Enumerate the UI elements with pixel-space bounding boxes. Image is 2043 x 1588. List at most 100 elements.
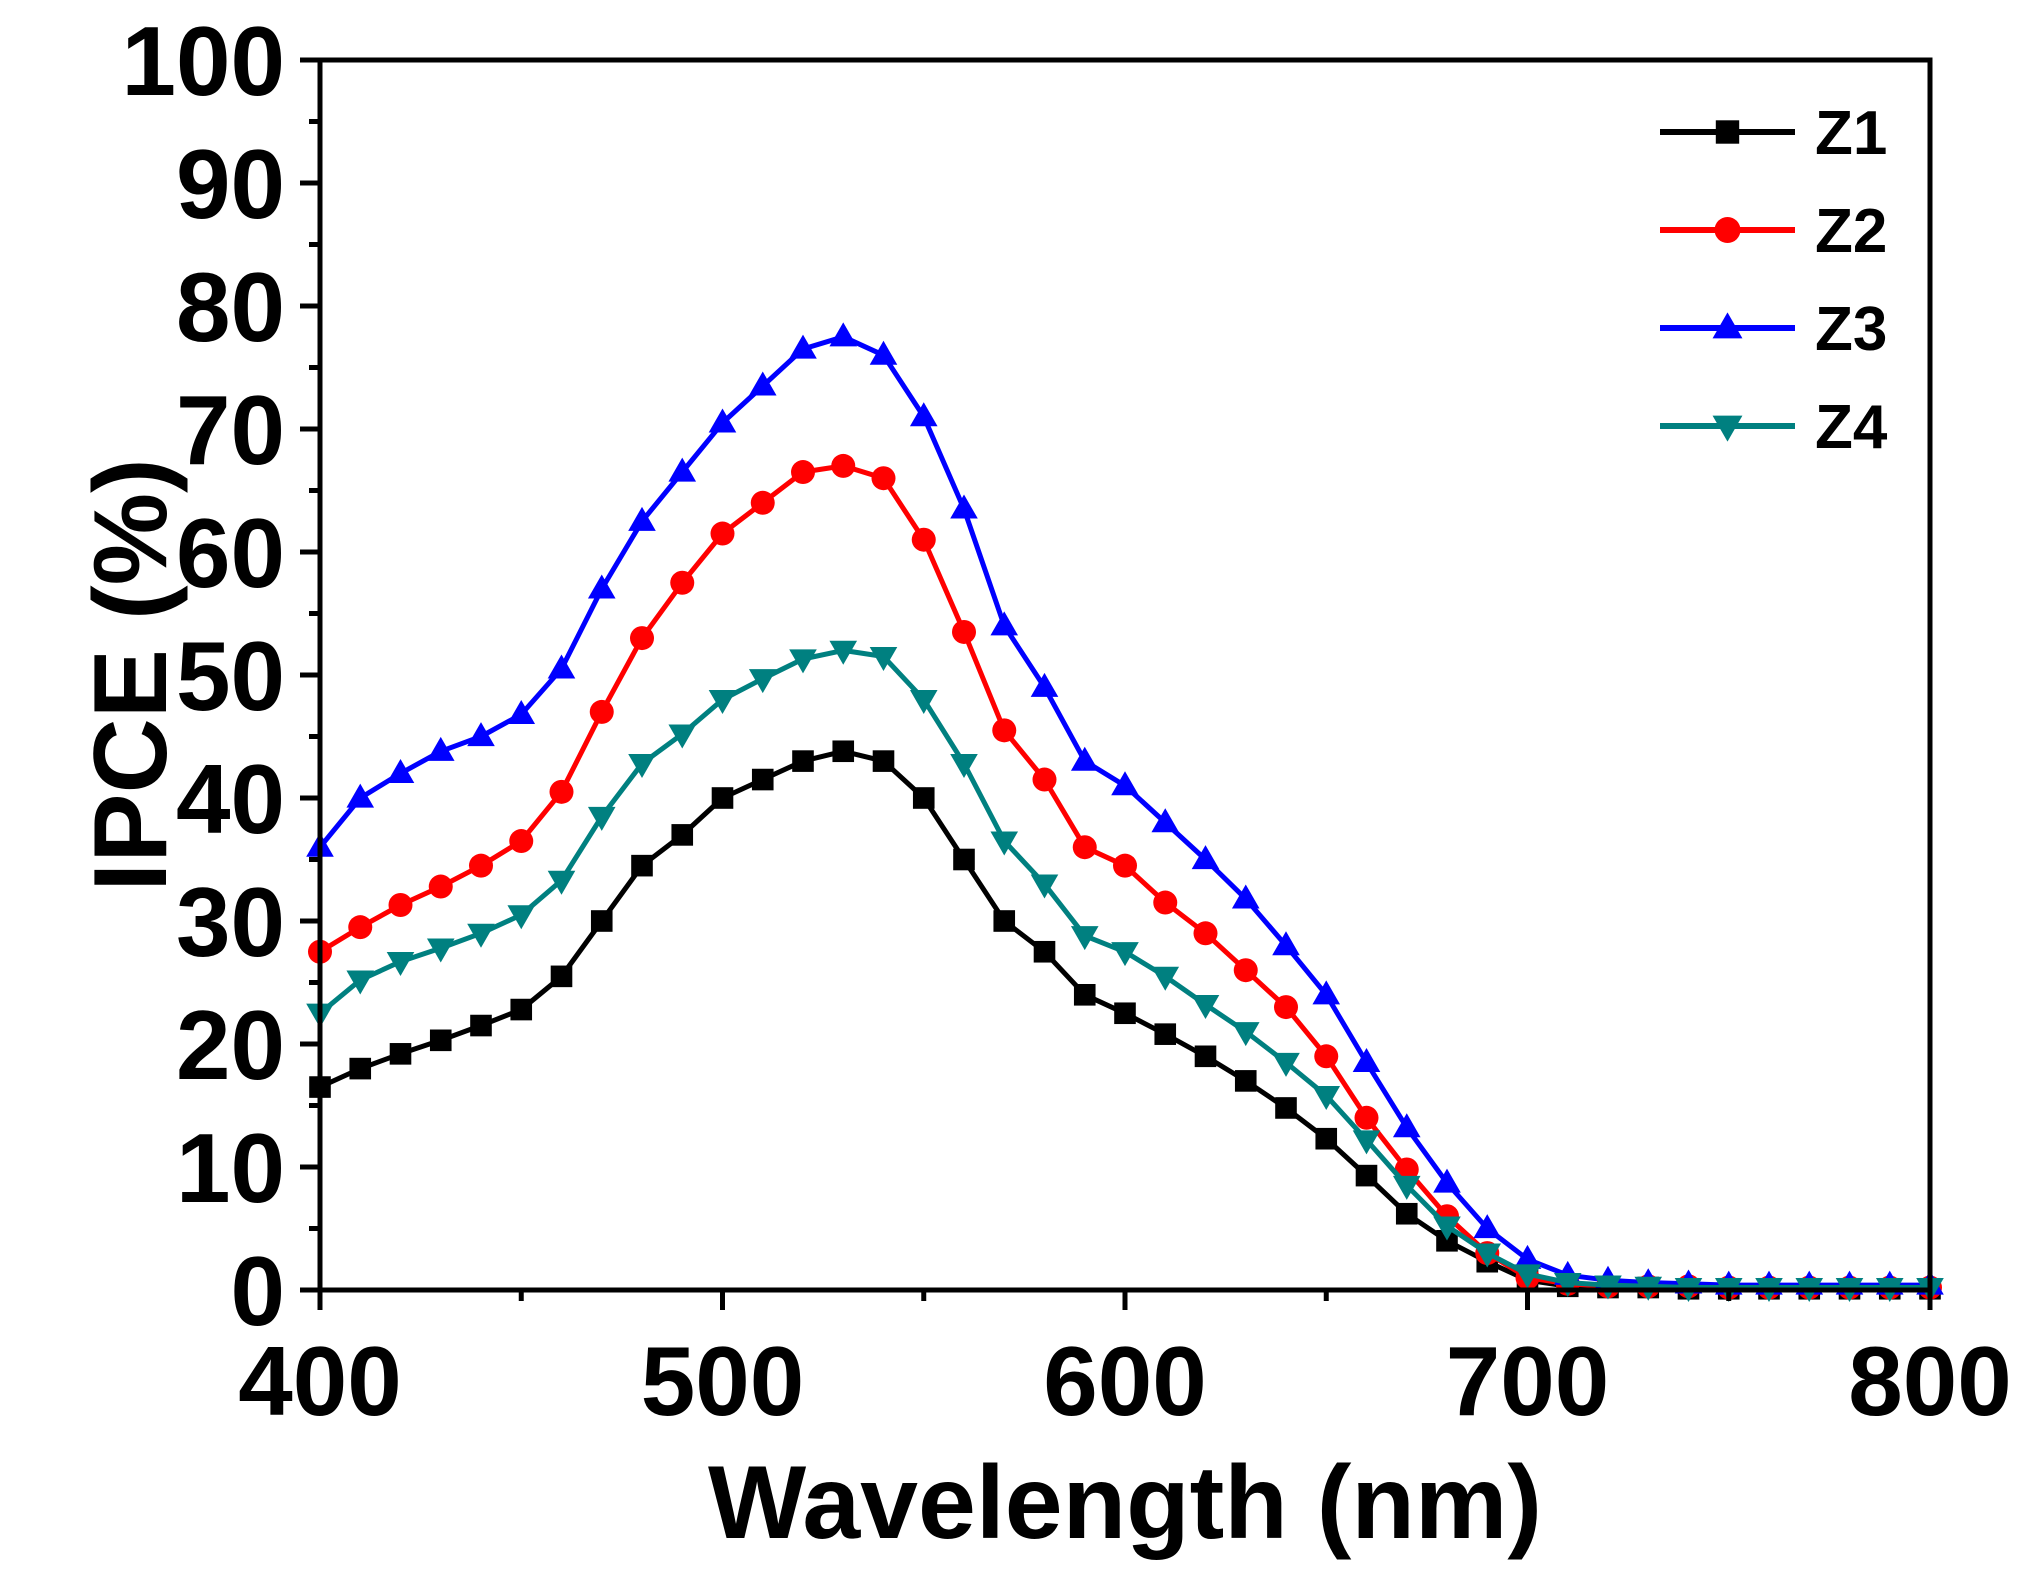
data-point-z2 — [469, 853, 493, 878]
data-point-z3 — [547, 654, 576, 679]
y-tick-label: 40 — [176, 744, 285, 854]
data-point-z3 — [909, 402, 938, 427]
data-point-z1 — [470, 1014, 492, 1037]
data-point-z1 — [389, 1043, 412, 1065]
data-point-z1 — [1355, 1164, 1378, 1187]
data-point-z3 — [950, 494, 978, 519]
data-point-z3 — [1473, 1214, 1502, 1239]
data-point-z4 — [748, 669, 777, 694]
data-point-z1 — [993, 910, 1016, 932]
data-point-z4 — [708, 690, 737, 714]
data-point-z2 — [670, 570, 695, 595]
data-point-z4 — [1030, 874, 1059, 899]
data-point-z3 — [668, 457, 697, 482]
data-point-z2 — [388, 893, 413, 918]
legend-marker — [1715, 120, 1740, 144]
x-tick-label: 700 — [1446, 1326, 1610, 1436]
legend-label: Z3 — [1815, 295, 1887, 364]
data-point-z3 — [1392, 1113, 1421, 1138]
data-point-z1 — [510, 998, 533, 1021]
data-point-z1 — [1033, 940, 1056, 963]
data-point-z3 — [1352, 1048, 1381, 1073]
data-point-z4 — [1553, 1273, 1582, 1298]
y-tick-label: 20 — [176, 990, 285, 1100]
y-axis-title: IPCE (%) — [73, 458, 189, 891]
x-tick-label: 800 — [1848, 1326, 2012, 1436]
data-point-z3 — [869, 340, 898, 365]
data-point-z4 — [587, 806, 616, 831]
data-point-z3 — [1231, 884, 1260, 909]
data-point-z4 — [990, 831, 1019, 856]
data-point-z3 — [1312, 980, 1341, 1005]
legend-label: Z4 — [1815, 393, 1888, 462]
axis-ticks: 400 500 600 700 800 0 10 20 30 40 50 60 70 80 90 100 — [121, 6, 2011, 1436]
data-point-z3 — [628, 506, 656, 531]
data-point-z1 — [1395, 1202, 1418, 1225]
data-point-z2 — [630, 626, 654, 651]
data-point-z2 — [428, 874, 453, 899]
legend-item-z3: Z3 — [1660, 295, 1887, 364]
data-point-z3 — [1070, 746, 1099, 771]
series-line-z3 — [318, 334, 1930, 1288]
data-point-z4 — [1312, 1086, 1341, 1111]
data-point-z1 — [590, 910, 613, 932]
data-point-z3 — [829, 322, 858, 347]
data-point-z1 — [1154, 1023, 1177, 1045]
data-point-z3 — [1513, 1244, 1542, 1269]
legend-item-z1: Z1 — [1660, 99, 1887, 168]
data-point-z2 — [911, 527, 936, 552]
data-series-layer — [306, 322, 1944, 1302]
data-point-z1 — [872, 750, 895, 772]
data-point-z1 — [912, 787, 935, 809]
data-point-z3 — [1111, 771, 1139, 796]
data-point-z4 — [1191, 995, 1220, 1020]
data-point-z3 — [1433, 1168, 1461, 1193]
legend: Z1 Z2 Z3 Z4 — [1660, 99, 1888, 462]
data-point-z3 — [748, 371, 777, 396]
data-point-z3 — [587, 574, 616, 599]
data-point-z4 — [789, 649, 817, 674]
data-point-z4 — [1231, 1022, 1260, 1047]
data-point-z3 — [467, 722, 495, 747]
data-point-z1 — [1275, 1097, 1297, 1119]
data-point-z4 — [1151, 966, 1180, 991]
series-z1 — [309, 740, 1941, 1300]
data-point-z2 — [1153, 890, 1178, 915]
data-point-z4 — [869, 646, 898, 671]
data-point-z2 — [1314, 1044, 1339, 1069]
data-point-z2 — [1032, 767, 1057, 792]
data-point-z3 — [1151, 808, 1180, 833]
legend-marker — [1712, 415, 1743, 442]
y-tick-label: 50 — [176, 621, 285, 731]
data-point-z3 — [426, 736, 455, 761]
series-z4 — [306, 640, 1944, 1302]
data-point-z4 — [1272, 1052, 1300, 1077]
data-point-z4 — [386, 951, 415, 976]
x-axis-title: Wavelength (nm) — [708, 1445, 1542, 1561]
data-point-z2 — [750, 490, 775, 515]
series-z3 — [306, 322, 1944, 1295]
data-point-z3 — [507, 699, 536, 724]
legend-item-z2: Z2 — [1660, 197, 1887, 266]
y-tick-label: 10 — [176, 1113, 285, 1223]
data-point-z1 — [429, 1029, 452, 1052]
data-point-z3 — [789, 334, 817, 359]
data-point-z2 — [710, 521, 735, 546]
data-point-z2 — [549, 779, 574, 804]
data-point-z4 — [628, 753, 656, 778]
data-point-z4 — [1392, 1175, 1421, 1200]
data-point-z4 — [1070, 926, 1099, 951]
legend-item-z4: Z4 — [1660, 393, 1888, 462]
data-point-z2 — [348, 915, 373, 940]
data-point-z3 — [1272, 931, 1300, 956]
data-point-z2 — [1113, 853, 1137, 878]
data-point-z4 — [467, 923, 495, 948]
data-point-z1 — [671, 824, 694, 846]
x-tick-label: 400 — [238, 1326, 402, 1436]
data-point-z4 — [507, 905, 536, 930]
data-point-z4 — [1352, 1130, 1381, 1155]
data-point-z2 — [589, 699, 614, 724]
legend-label: Z1 — [1815, 99, 1887, 168]
data-point-z1 — [1436, 1230, 1458, 1252]
